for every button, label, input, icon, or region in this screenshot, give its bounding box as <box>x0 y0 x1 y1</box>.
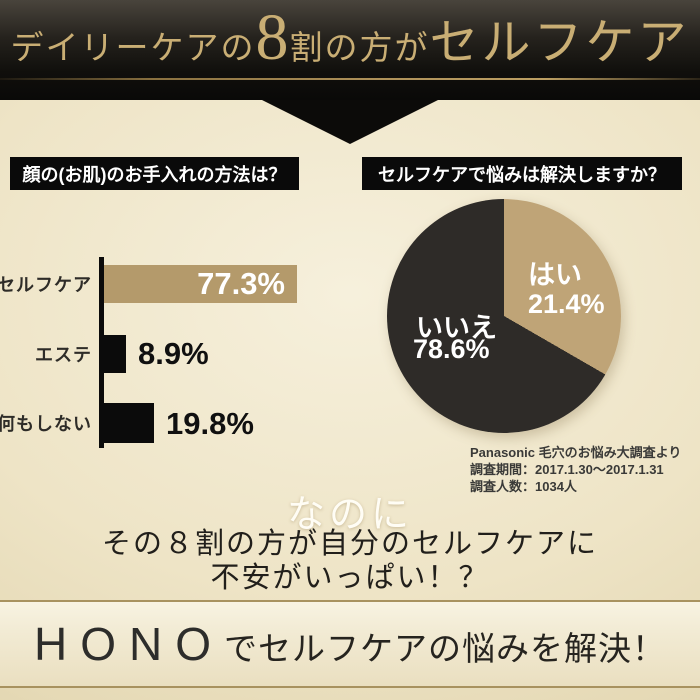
header-pointer-triangle <box>262 100 438 144</box>
message-text: その８割の方が自分のセルフケアに 不安がいっぱい！？ <box>0 527 700 595</box>
bar-value-label: 77.3% <box>197 266 285 301</box>
bar-selfcare: 77.3% <box>104 265 297 303</box>
brand-logo-text: HONO <box>34 618 224 670</box>
pie-chart <box>387 199 621 433</box>
survey-source: Panasonic 毛穴のお悩み大調査より 調査期間：2017.1.30～201… <box>470 444 681 495</box>
survey-source-line: 調査期間：2017.1.30～2017.1.31 <box>470 462 664 477</box>
bar-nothing <box>104 403 154 443</box>
survey-source-line: 調査人数：1034人 <box>470 479 577 494</box>
message-line-2: 不安がいっぱい！？ <box>210 562 490 594</box>
header-gold-divider <box>0 78 700 80</box>
bar-chart-question-box: 顔の(お肌)のお手入れの方法は？ <box>10 157 299 190</box>
bar-value-label: 19.8% <box>166 406 254 441</box>
bar-chart-axis <box>99 257 104 448</box>
bar-category-label: 何もしない <box>0 414 92 434</box>
header-title-mid: 割の方が <box>289 31 430 67</box>
footer-band: HONO でセルフケアの悩みを解決！ <box>0 600 700 688</box>
pie-slice-value-yes: 21.4% <box>528 289 605 319</box>
bar-category-label: エステ <box>35 345 92 365</box>
lead-word: なのに <box>286 494 413 536</box>
bar-category-label: セルフケア <box>0 275 92 295</box>
header-banner: デイリーケアの 8 割の方が セルフケア <box>0 0 700 100</box>
pie-slice-value-no: 78.6% <box>413 334 490 364</box>
pie-slice-label-no: いいえ <box>416 313 497 343</box>
survey-source-line: Panasonic 毛穴のお悩み大調査より <box>470 445 682 460</box>
header-title-number: 8 <box>255 1 290 74</box>
pie-slice-label-yes: はい <box>528 260 582 290</box>
header-title: デイリーケアの 8 割の方が セルフケア <box>0 0 700 78</box>
bar-value-label: 8.9% <box>138 336 209 371</box>
header-title-prefix: デイリーケアの <box>10 31 256 67</box>
header-title-emphasis: セルフケア <box>429 15 690 70</box>
pie-chart-question-box: セルフケアで悩みは解決しますか？ <box>362 157 682 190</box>
footer-message: でセルフケアの悩みを解決！ <box>224 632 666 668</box>
message-line-1: その８割の方が自分のセルフケアに <box>101 528 598 560</box>
bar-esthe <box>104 335 126 373</box>
